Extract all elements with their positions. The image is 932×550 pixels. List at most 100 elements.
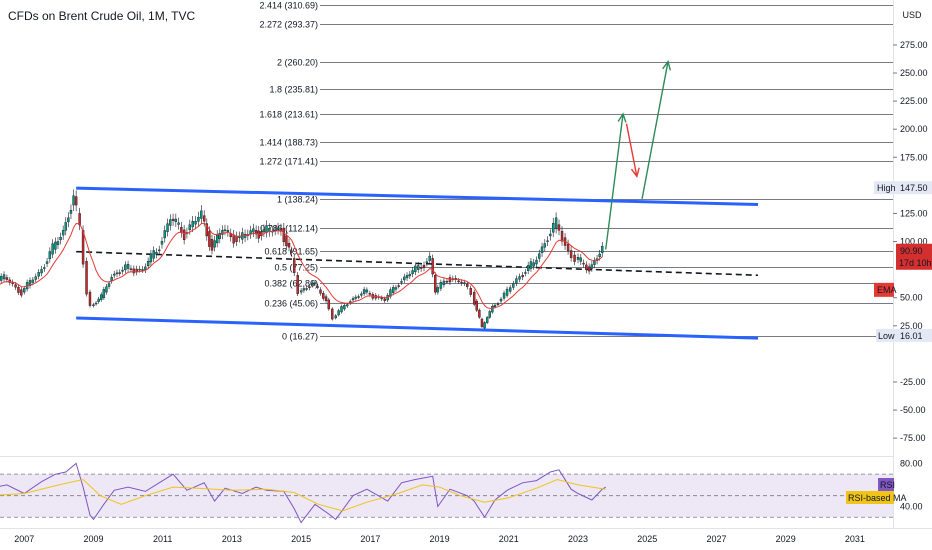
ema-line bbox=[0, 222, 603, 309]
candle-body bbox=[417, 265, 420, 270]
candle-body bbox=[538, 253, 541, 259]
price-tick-label: 50.00 bbox=[900, 293, 923, 303]
price-tick-label: -75.00 bbox=[900, 433, 926, 443]
candle-body bbox=[493, 304, 497, 307]
candle-body bbox=[88, 291, 92, 306]
candle-body bbox=[428, 255, 431, 261]
candle-body bbox=[169, 219, 172, 226]
candle-body bbox=[340, 306, 343, 313]
time-tick-label: 2013 bbox=[222, 534, 242, 544]
fib-label: 2.272 (293.37) bbox=[259, 20, 318, 30]
candle-body bbox=[61, 230, 65, 236]
currency-label: USD bbox=[902, 10, 922, 20]
price-tick-label: 225.00 bbox=[900, 96, 928, 106]
price-tick-label: 125.00 bbox=[900, 208, 928, 218]
rsi-badge bbox=[878, 478, 894, 491]
candle-body bbox=[502, 292, 506, 299]
ema-badge bbox=[874, 282, 894, 297]
candle-body bbox=[598, 253, 601, 257]
candle-body bbox=[152, 250, 155, 259]
candle-body bbox=[466, 284, 469, 287]
candle-body bbox=[448, 277, 452, 283]
low-marker-label: Low bbox=[878, 331, 895, 341]
candle-body bbox=[215, 234, 219, 244]
rsi-badge-label: RSI bbox=[880, 480, 895, 490]
candle-body bbox=[20, 289, 23, 296]
fib-label: 2.414 (310.69) bbox=[259, 1, 318, 11]
candle-body bbox=[316, 286, 319, 288]
candle-body bbox=[434, 275, 437, 293]
price-tick-label: -25.00 bbox=[900, 377, 926, 387]
candle-body bbox=[182, 229, 186, 241]
candle-body bbox=[31, 279, 35, 283]
time-tick-label: 2011 bbox=[153, 534, 172, 544]
candle-body bbox=[85, 261, 88, 295]
candle-body bbox=[174, 218, 178, 222]
candle-body bbox=[254, 230, 258, 235]
projection-up-arrow-2-arrowhead bbox=[662, 59, 672, 71]
candle-body bbox=[351, 298, 355, 301]
last-price-box bbox=[896, 243, 932, 270]
candle-body bbox=[126, 263, 130, 269]
candle-body bbox=[397, 285, 400, 287]
candle-body bbox=[346, 304, 349, 307]
projection-down-arrow-arrowhead bbox=[630, 167, 640, 178]
candle-body bbox=[419, 267, 423, 269]
candle-body bbox=[391, 287, 395, 293]
candle-body bbox=[380, 297, 383, 300]
price-axis-background bbox=[893, 0, 932, 550]
candle-body bbox=[213, 240, 216, 248]
candle-body bbox=[576, 257, 580, 260]
fib-label: 0.382 (62.86) bbox=[264, 279, 318, 289]
time-tick-label: 2025 bbox=[637, 534, 657, 544]
projection-up-arrow-arrowhead bbox=[617, 112, 627, 123]
candle-body bbox=[535, 259, 538, 265]
candle-body bbox=[110, 277, 113, 282]
candle-body bbox=[296, 275, 299, 294]
candle-body bbox=[557, 224, 561, 231]
candle-body bbox=[45, 261, 49, 264]
candle-body bbox=[51, 243, 54, 255]
candle-body bbox=[14, 284, 17, 288]
candle-body bbox=[529, 261, 533, 269]
candle-body bbox=[308, 286, 311, 288]
candle-body bbox=[431, 258, 434, 275]
candle-body bbox=[368, 293, 372, 295]
candle-body bbox=[203, 215, 206, 222]
candle-body bbox=[262, 229, 266, 233]
price-tick-label: 250.00 bbox=[900, 68, 928, 78]
price-tick-label: -50.00 bbox=[900, 405, 926, 415]
candle-body bbox=[218, 232, 221, 239]
time-tick-label: 2027 bbox=[706, 534, 726, 544]
channel-upper-line bbox=[76, 186, 759, 206]
candle-body bbox=[480, 318, 484, 328]
candle-body bbox=[343, 305, 346, 310]
candle-body bbox=[205, 223, 209, 237]
candle-body bbox=[521, 275, 524, 278]
candle-body bbox=[59, 237, 62, 241]
candle-body bbox=[194, 220, 197, 225]
rsi-tick-label: 40.00 bbox=[900, 501, 923, 511]
candle-body bbox=[285, 235, 288, 247]
high-value-label: 147.50 bbox=[900, 183, 928, 193]
candle-body bbox=[587, 266, 591, 272]
candle-body bbox=[72, 195, 75, 206]
candle-body bbox=[141, 269, 144, 271]
candle-body bbox=[276, 227, 280, 230]
candle-body bbox=[64, 222, 67, 231]
candle-body bbox=[100, 294, 103, 300]
candle-body bbox=[121, 269, 124, 272]
price-tick-label: 200.00 bbox=[900, 124, 928, 134]
candle-body bbox=[177, 222, 180, 225]
candle-body bbox=[331, 308, 334, 320]
candle-body bbox=[469, 287, 472, 295]
candle-body bbox=[488, 311, 491, 318]
candle-body bbox=[475, 300, 478, 311]
candle-body bbox=[360, 293, 363, 296]
fib-label: 1.8 (235.81) bbox=[269, 85, 318, 95]
candle-body bbox=[319, 289, 322, 294]
fib-label: 0.5 (77.25) bbox=[274, 263, 318, 273]
candle-body bbox=[322, 293, 325, 299]
